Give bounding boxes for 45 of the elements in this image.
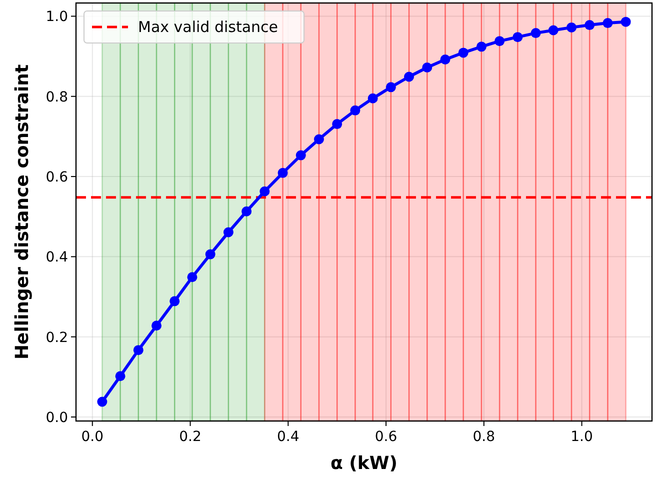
point	[314, 134, 324, 144]
x-tick-label: 1.0	[570, 429, 593, 445]
point	[404, 72, 414, 82]
x-tick-label: 0.6	[374, 429, 398, 445]
point	[512, 32, 523, 42]
point	[548, 25, 558, 36]
point	[97, 396, 108, 407]
point	[386, 82, 396, 92]
point	[494, 36, 505, 46]
point	[242, 206, 252, 216]
x-tick-label: 0.8	[472, 429, 496, 445]
y-tick-label: 0.2	[46, 330, 68, 346]
y-tick-label: 0.8	[46, 89, 68, 106]
point	[187, 272, 198, 282]
point	[422, 62, 432, 73]
point	[278, 168, 288, 178]
point	[170, 296, 180, 306]
point	[566, 22, 576, 32]
point	[260, 186, 270, 196]
point	[350, 105, 360, 116]
point	[223, 227, 234, 238]
legend-label: Max valid distance	[138, 18, 278, 36]
point	[440, 54, 450, 65]
y-tick-label: 1.0	[46, 9, 68, 26]
point	[368, 93, 378, 104]
y-tick-label: 0.0	[46, 410, 68, 426]
point	[332, 119, 342, 130]
point	[620, 16, 631, 27]
x-tick-label: 0.4	[277, 429, 300, 445]
point	[584, 20, 595, 30]
point	[115, 371, 126, 382]
point	[205, 249, 216, 260]
y-tick-label: 0.4	[46, 250, 68, 266]
point	[133, 345, 144, 356]
point	[152, 320, 162, 331]
point	[602, 18, 613, 28]
point	[476, 42, 486, 52]
point	[296, 150, 306, 160]
y-axis-title: Hellinger distance constraint	[12, 64, 33, 360]
x-axis-title: α (kW)	[330, 453, 398, 474]
x-tick-label: 0.0	[81, 429, 104, 445]
point	[458, 48, 468, 58]
y-tick-label: 0.6	[46, 170, 68, 186]
x-tick-label: 0.2	[179, 429, 202, 445]
point	[530, 28, 541, 38]
